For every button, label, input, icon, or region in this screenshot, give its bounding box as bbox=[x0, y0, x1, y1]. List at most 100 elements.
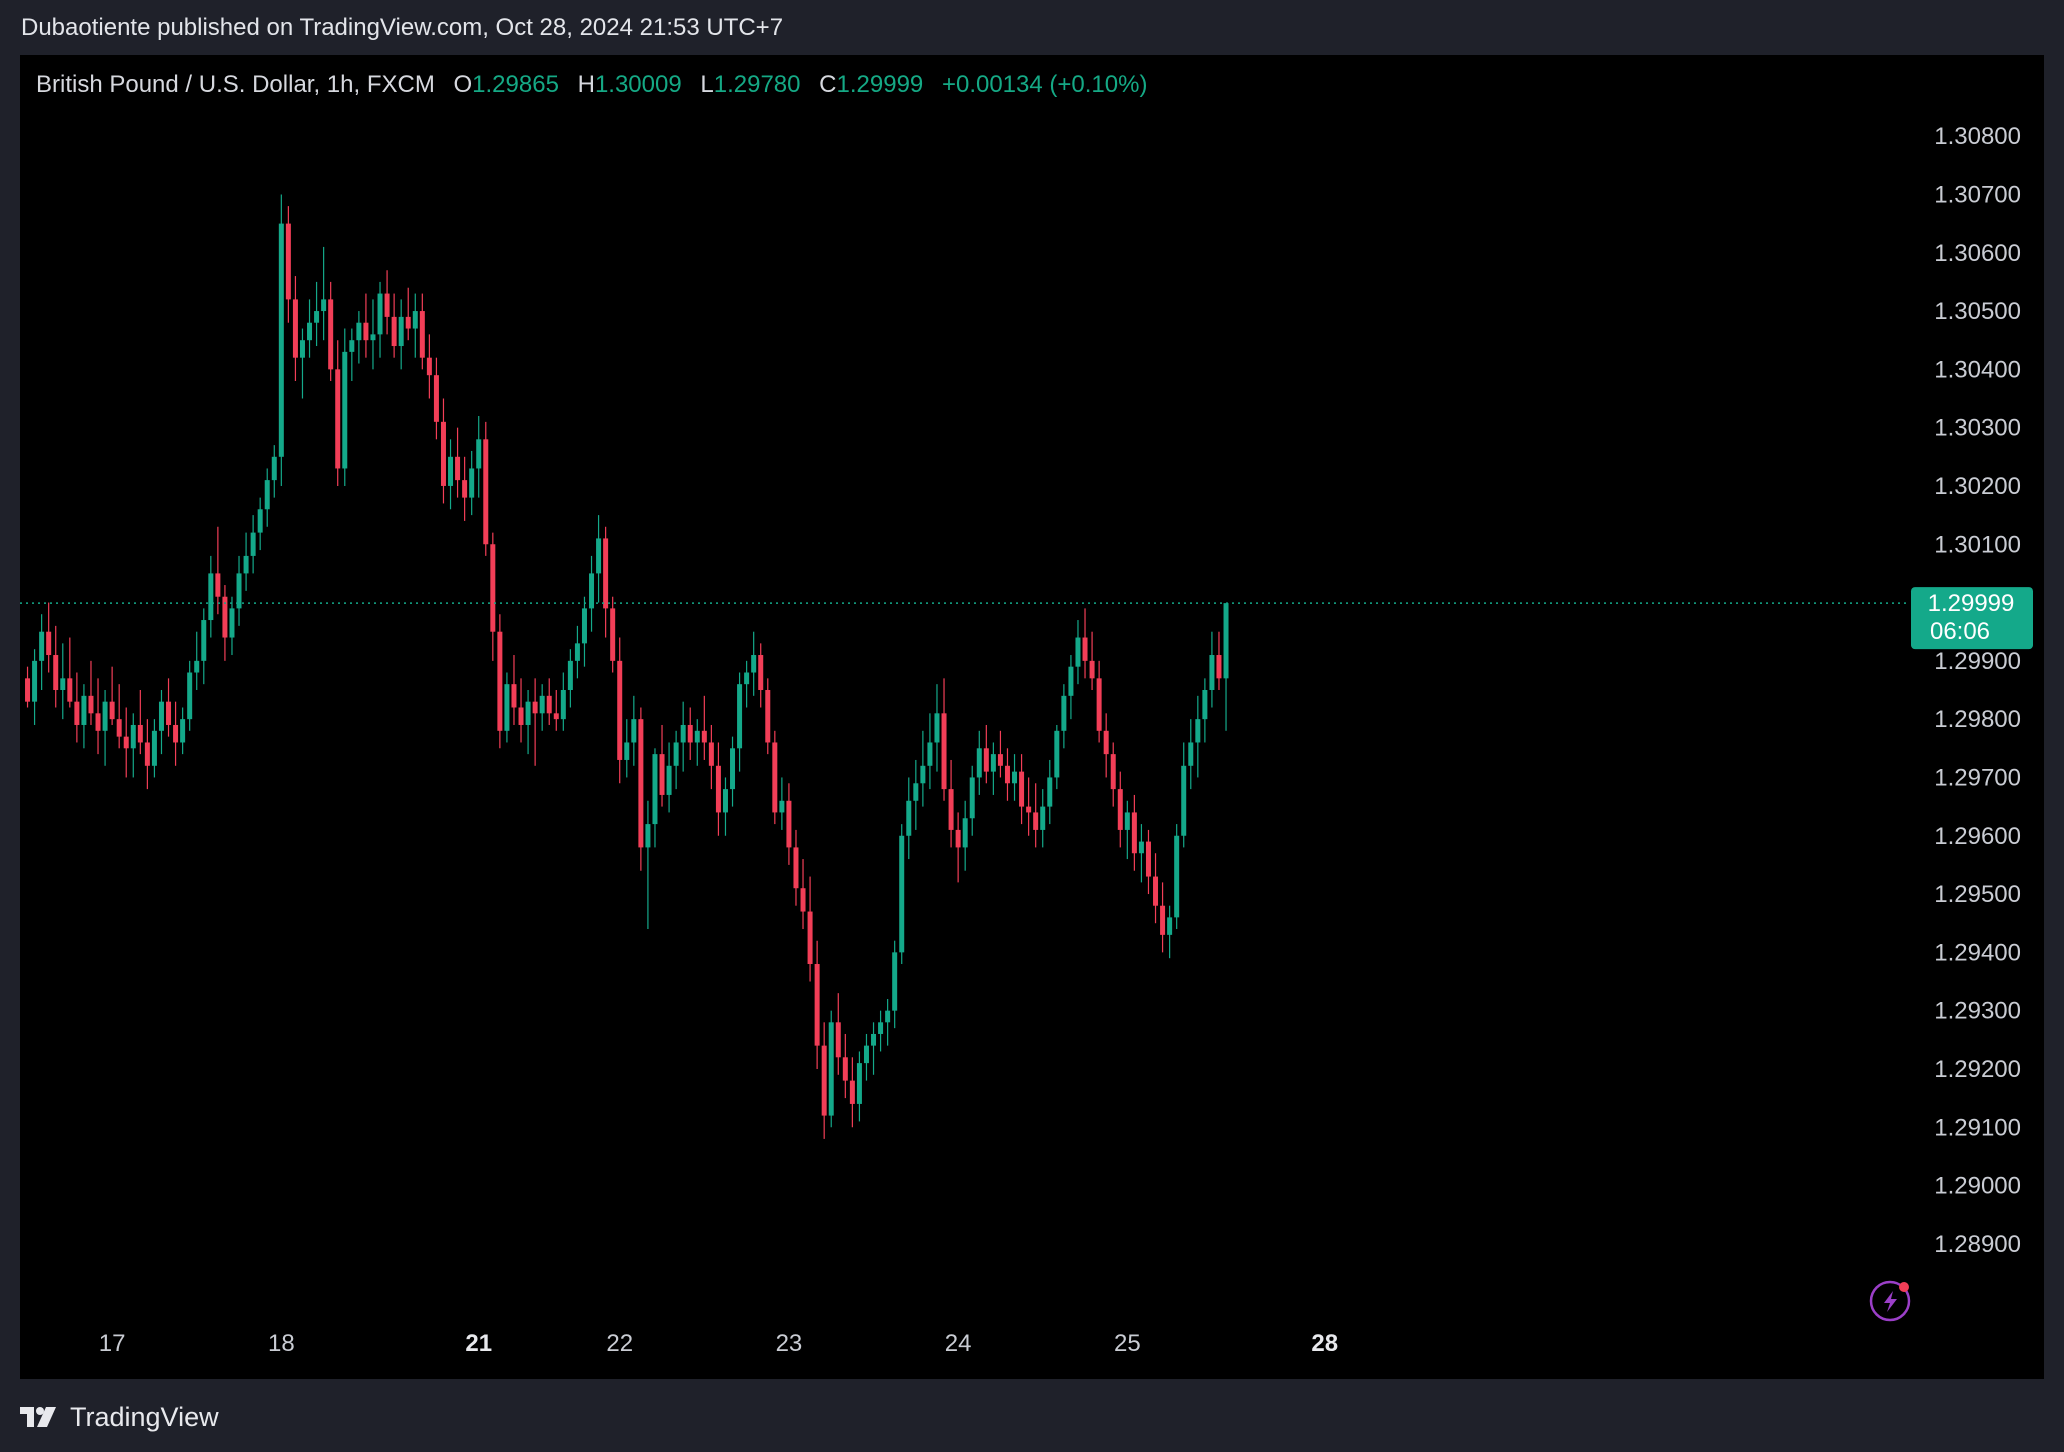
candle bbox=[448, 439, 454, 510]
symbol-label[interactable]: British Pound / U.S. Dollar, 1h, FXCM bbox=[36, 71, 435, 98]
candle-body bbox=[1160, 905, 1166, 935]
candle bbox=[666, 742, 672, 813]
time-axis: 17 18 21 22 23 24 25 28 bbox=[99, 1330, 1338, 1357]
close-value: 1.29999 bbox=[836, 71, 924, 98]
candle-body bbox=[158, 701, 164, 731]
footer-brand-name: TradingView bbox=[70, 1402, 219, 1432]
candle bbox=[969, 765, 975, 836]
candle-body bbox=[53, 655, 59, 690]
price-tick-label: 1.29300 bbox=[1934, 998, 2021, 1025]
candle-body bbox=[920, 765, 926, 784]
candle bbox=[1040, 789, 1046, 848]
tradingview-logo-icon bbox=[20, 1406, 56, 1427]
candle-body bbox=[1167, 917, 1173, 935]
candle-body bbox=[398, 316, 404, 347]
candle-body bbox=[426, 357, 432, 376]
candle-body bbox=[560, 690, 566, 720]
candlestick-chart[interactable]: 1.30800 1.30700 1.30600 1.30500 1.30400 1.303… bbox=[20, 55, 2044, 1379]
chart-legend: British Pound / U.S. Dollar, 1h, FXCM O1… bbox=[36, 71, 1147, 99]
candle-body bbox=[39, 631, 45, 661]
candle-body bbox=[807, 911, 813, 965]
candle bbox=[123, 707, 129, 778]
candle bbox=[1188, 719, 1194, 790]
price-tick-label: 1.30500 bbox=[1934, 298, 2021, 325]
candle bbox=[137, 690, 143, 755]
candle bbox=[1012, 754, 1018, 801]
candle bbox=[546, 678, 552, 725]
candle-body bbox=[934, 713, 940, 743]
candle-body bbox=[299, 340, 305, 358]
candle bbox=[560, 672, 566, 731]
candle bbox=[95, 678, 101, 755]
candle bbox=[285, 206, 291, 323]
candle-body bbox=[701, 730, 707, 743]
candle-body bbox=[878, 1022, 884, 1034]
candle-body bbox=[102, 701, 108, 731]
candle-body bbox=[1223, 603, 1229, 679]
candle bbox=[490, 532, 496, 661]
candle bbox=[222, 585, 228, 661]
candle-body bbox=[1188, 742, 1194, 766]
candle bbox=[1061, 684, 1067, 749]
candle-body bbox=[278, 223, 284, 457]
candle-body bbox=[370, 334, 376, 341]
candle-body bbox=[927, 742, 933, 766]
candle bbox=[687, 707, 693, 760]
candle-body bbox=[476, 439, 482, 469]
price-tick-label: 1.29900 bbox=[1934, 648, 2021, 675]
candle-body bbox=[892, 952, 898, 1011]
candle-body bbox=[1131, 812, 1137, 854]
candle bbox=[1124, 800, 1130, 860]
candle-body bbox=[1082, 637, 1088, 661]
candle bbox=[983, 724, 989, 784]
candle-body bbox=[863, 1045, 869, 1064]
candle bbox=[1047, 759, 1053, 825]
time-tick-label: 17 bbox=[99, 1330, 126, 1357]
footer-brand[interactable]: TradingView bbox=[20, 1402, 219, 1433]
candle bbox=[518, 678, 524, 743]
candle bbox=[271, 445, 277, 498]
candle bbox=[913, 759, 919, 830]
candle-body bbox=[955, 829, 961, 848]
candle bbox=[1153, 853, 1159, 924]
candle-body bbox=[1089, 660, 1095, 679]
candle-body bbox=[631, 719, 637, 743]
candle bbox=[779, 777, 785, 830]
candle bbox=[349, 328, 355, 382]
candle-body bbox=[962, 818, 968, 848]
candle bbox=[603, 526, 609, 638]
candle bbox=[321, 246, 327, 341]
candle-body bbox=[187, 672, 193, 720]
candle bbox=[673, 730, 679, 790]
candle-body bbox=[976, 748, 982, 778]
candle bbox=[828, 1010, 834, 1128]
candle bbox=[243, 532, 249, 591]
candle-body bbox=[314, 311, 320, 323]
candle bbox=[765, 678, 771, 755]
candle-body bbox=[779, 800, 785, 813]
candle bbox=[539, 684, 545, 731]
candle-body bbox=[800, 888, 806, 912]
candle bbox=[581, 596, 587, 667]
candle bbox=[793, 829, 799, 906]
candle-body bbox=[455, 456, 461, 481]
candle bbox=[426, 334, 432, 399]
high-label: H bbox=[577, 71, 595, 98]
candle bbox=[567, 649, 573, 708]
candle bbox=[1082, 608, 1088, 679]
chart-panel[interactable]: 1.30800 1.30700 1.30600 1.30500 1.30400 1.303… bbox=[20, 55, 2044, 1379]
candle bbox=[878, 1010, 884, 1052]
last-price-tag[interactable]: 1.29999 06:06 bbox=[1911, 587, 2033, 650]
lightning-icon[interactable] bbox=[1869, 1280, 1911, 1322]
candle-body bbox=[208, 573, 214, 621]
candle-body bbox=[645, 824, 651, 848]
candle bbox=[596, 515, 602, 603]
candle-body bbox=[532, 701, 538, 714]
candle-body bbox=[553, 713, 559, 720]
candle bbox=[610, 596, 616, 673]
candle-body bbox=[271, 456, 277, 481]
candle bbox=[74, 672, 80, 743]
candle-body bbox=[744, 672, 750, 685]
candle bbox=[920, 730, 926, 807]
candle-body bbox=[335, 369, 341, 469]
